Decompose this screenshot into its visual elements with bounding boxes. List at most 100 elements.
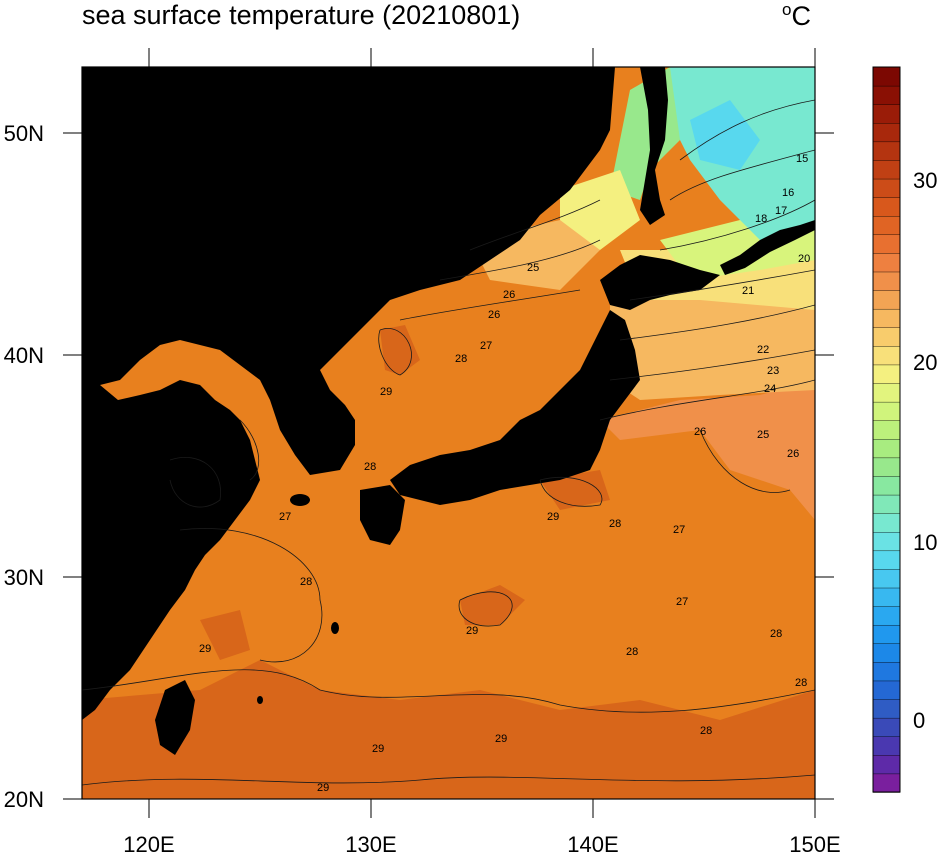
contour-label: 28 [795, 677, 807, 689]
colorbar-segment [872, 624, 901, 644]
colorbar-segment [872, 550, 901, 570]
units-text: C [791, 1, 811, 31]
colorbar-segment [872, 475, 901, 496]
contour-label: 25 [527, 262, 539, 274]
contour-label: 29 [466, 625, 478, 637]
colorbar-segment [872, 215, 901, 236]
contour-label: 27 [480, 340, 492, 352]
colorbar-segment [872, 736, 901, 756]
contour-label: 25 [757, 429, 769, 441]
colorbar-segment [872, 494, 901, 514]
colorbar-segment [872, 531, 901, 552]
colorbar-segment [872, 680, 901, 700]
land-jeju [290, 494, 310, 506]
land-kyushu [360, 485, 405, 545]
lat-tick-label: 20N [4, 787, 44, 812]
land-taiwan [155, 680, 195, 755]
colorbar-segment [872, 773, 901, 793]
contour-label: 26 [694, 426, 706, 438]
colorbar-segment [872, 587, 901, 607]
contour-label: 28 [455, 353, 467, 365]
contour-label: 28 [300, 576, 312, 588]
colorbar-segment [872, 661, 901, 682]
colorbar-segment [872, 568, 901, 589]
colorbar-segment [872, 122, 901, 143]
japan-sea-north [560, 170, 640, 250]
lat-tick-label: 30N [4, 565, 44, 590]
contour-label: 29 [372, 743, 384, 755]
colorbar-segment [872, 754, 901, 775]
contour-label: 26 [787, 448, 799, 460]
colorbar-tick-label: 10 [913, 530, 937, 555]
colorbar-segment [872, 420, 901, 440]
colorbar-tick-label: 20 [913, 350, 937, 375]
land-kurils [720, 220, 815, 275]
colorbar-segment [872, 103, 901, 124]
colorbar-segment [872, 289, 901, 310]
contour-label-group: 15 16 17 18 20 21 22 23 24 25 25 26 26 2… [199, 153, 810, 794]
colorbar-segment [872, 271, 901, 291]
contour-label: 28 [770, 628, 782, 640]
chart-title: sea surface temperature (20210801) [82, 0, 521, 30]
contour-label: 27 [279, 511, 291, 523]
contour-label: 29 [199, 643, 211, 655]
contour-label: 27 [199, 539, 211, 551]
colorbar-segment [872, 178, 901, 198]
colorbar-segment [872, 308, 901, 328]
cold-patch [690, 100, 760, 170]
colorbar-segment [872, 364, 901, 384]
contour-label: 29 [317, 782, 329, 794]
land-hokkaido [600, 255, 720, 310]
contour-label: 26 [488, 309, 500, 321]
lon-tick-label: 120E [123, 832, 174, 857]
colorbar-segment [872, 401, 901, 421]
colorbar-segment [872, 66, 901, 87]
land-ryukyu-islands [257, 696, 263, 704]
colorbar [872, 66, 901, 793]
contour-label: 28 [700, 725, 712, 737]
contour-label: 18 [755, 213, 767, 225]
colorbar-segment [872, 438, 901, 459]
colorbar-segment [872, 196, 901, 217]
colorbar-segment [872, 327, 901, 347]
lon-tick-label: 140E [567, 832, 618, 857]
colorbar-segment [872, 457, 901, 477]
colorbar-segment [872, 512, 901, 533]
contour-label: 24 [764, 383, 776, 395]
contour-label: 23 [767, 365, 779, 377]
land-ryukyu-islands [331, 622, 339, 634]
colorbar-segment [872, 141, 901, 161]
tick-marks [63, 48, 834, 818]
colorbar-tick-label: 30 [913, 168, 937, 193]
lat-tick-label: 50N [4, 121, 44, 146]
contour-label: 29 [547, 511, 559, 523]
map-area [82, 67, 815, 799]
colorbar-frame [872, 66, 901, 793]
colorbar-segment [872, 643, 901, 663]
cool-zone-east [600, 380, 815, 520]
colorbar-segment [872, 159, 901, 180]
warm-patch [200, 610, 250, 660]
lon-tick-label: 130E [345, 832, 396, 857]
units-label: oC [782, 0, 811, 32]
contour-label: 28 [364, 461, 376, 473]
colorbar-segment [872, 717, 901, 737]
colorbar-segment [872, 252, 901, 273]
contour-label: 27 [676, 596, 688, 608]
colorbar-segment [872, 234, 901, 254]
lon-tick-label: 150E [789, 832, 840, 857]
cool-zone-24 [610, 280, 815, 400]
degree-symbol: o [782, 0, 792, 19]
contour-label: 29 [495, 733, 507, 745]
colorbar-segment [872, 605, 901, 626]
map-frame [81, 66, 816, 800]
contour-label: 29 [380, 386, 392, 398]
land-asia [82, 67, 615, 720]
contour-label: 26 [503, 289, 515, 301]
colorbar-segment [872, 382, 901, 403]
land-honshu [390, 310, 640, 505]
warm-zone-south [82, 660, 815, 799]
contour-label: 28 [626, 646, 638, 658]
contour-label: 15 [796, 153, 808, 165]
